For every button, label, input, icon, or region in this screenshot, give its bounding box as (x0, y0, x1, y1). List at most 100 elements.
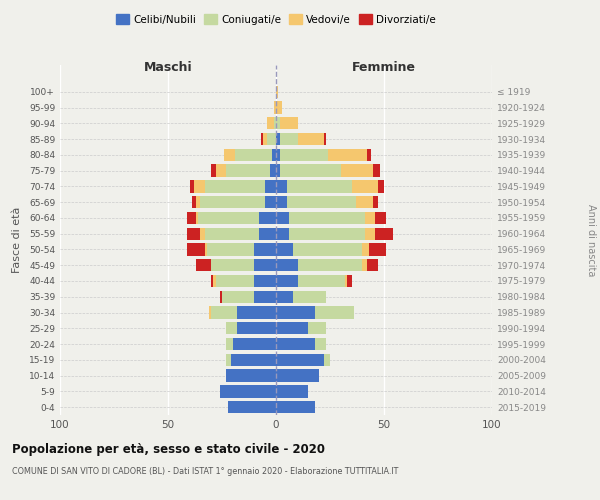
Bar (298, 133, 323, 145)
Text: Popolazione per età, sesso e stato civile - 2020: Popolazione per età, sesso e stato civil… (12, 442, 325, 456)
Bar (272, 148, 276, 161)
Bar (211, 275, 214, 287)
Bar (229, 401, 276, 413)
Bar (362, 259, 367, 272)
Bar (293, 290, 326, 303)
Text: Anni di nascita: Anni di nascita (586, 204, 596, 276)
Bar (287, 180, 352, 192)
Bar (276, 212, 289, 224)
Bar (254, 275, 276, 287)
Bar (274, 117, 276, 130)
Bar (276, 133, 280, 145)
Bar (276, 164, 280, 177)
Bar (276, 401, 315, 413)
Bar (194, 180, 205, 192)
Text: Maschi: Maschi (143, 62, 193, 74)
Bar (369, 244, 386, 256)
Bar (235, 148, 272, 161)
Bar (269, 164, 276, 177)
Bar (226, 370, 276, 382)
Bar (187, 228, 200, 240)
Legend: Celibi/Nubili, Coniugati/e, Vedovi/e, Divorziati/e: Celibi/Nubili, Coniugati/e, Vedovi/e, Di… (112, 10, 440, 29)
Bar (196, 212, 198, 224)
Bar (276, 322, 308, 334)
Bar (220, 385, 276, 398)
Bar (377, 180, 384, 192)
Bar (276, 306, 315, 318)
Bar (276, 244, 293, 256)
Bar (367, 259, 377, 272)
Bar (220, 290, 222, 303)
Bar (226, 164, 269, 177)
Bar (205, 180, 265, 192)
Bar (315, 338, 326, 350)
Bar (373, 164, 380, 177)
Bar (308, 322, 326, 334)
Bar (265, 196, 276, 208)
Bar (226, 354, 230, 366)
Bar (192, 196, 196, 208)
Bar (190, 180, 194, 192)
Bar (341, 164, 373, 177)
Bar (207, 244, 254, 256)
Bar (209, 306, 211, 318)
Bar (265, 180, 276, 192)
Bar (224, 148, 235, 161)
Bar (289, 228, 365, 240)
Bar (276, 117, 280, 130)
Bar (298, 259, 362, 272)
Bar (276, 290, 293, 303)
Bar (211, 259, 254, 272)
Bar (298, 275, 345, 287)
Bar (347, 275, 352, 287)
Text: COMUNE DI SAN VITO DI CADORE (BL) - Dati ISTAT 1° gennaio 2020 - Elaborazione TU: COMUNE DI SAN VITO DI CADORE (BL) - Dati… (12, 468, 398, 476)
Bar (280, 164, 341, 177)
Bar (280, 117, 298, 130)
Bar (367, 148, 371, 161)
Text: Femmine: Femmine (352, 62, 416, 74)
Bar (214, 275, 215, 287)
Bar (345, 275, 347, 287)
Bar (276, 148, 280, 161)
Bar (215, 275, 254, 287)
Bar (237, 306, 276, 318)
Bar (276, 259, 298, 272)
Bar (323, 354, 330, 366)
Bar (276, 338, 315, 350)
Bar (274, 102, 276, 114)
Bar (287, 196, 356, 208)
Bar (211, 164, 215, 177)
Bar (196, 196, 200, 208)
Bar (268, 117, 274, 130)
Bar (323, 133, 326, 145)
Bar (373, 196, 377, 208)
Bar (226, 338, 233, 350)
Bar (293, 244, 362, 256)
Bar (352, 180, 377, 192)
Bar (276, 180, 287, 192)
Bar (356, 196, 373, 208)
Y-axis label: Fasce di età: Fasce di età (12, 207, 22, 273)
Bar (276, 228, 289, 240)
Bar (276, 86, 278, 98)
Bar (280, 148, 328, 161)
Bar (261, 133, 263, 145)
Bar (276, 385, 308, 398)
Bar (263, 133, 268, 145)
Bar (198, 212, 259, 224)
Bar (196, 259, 211, 272)
Bar (230, 354, 276, 366)
Bar (315, 306, 354, 318)
Bar (259, 212, 276, 224)
Bar (200, 228, 205, 240)
Bar (365, 212, 376, 224)
Bar (211, 306, 237, 318)
Bar (200, 196, 265, 208)
Bar (215, 164, 226, 177)
Bar (276, 275, 298, 287)
Bar (259, 228, 276, 240)
Bar (328, 148, 367, 161)
Bar (254, 244, 276, 256)
Bar (289, 212, 365, 224)
Bar (276, 102, 283, 114)
